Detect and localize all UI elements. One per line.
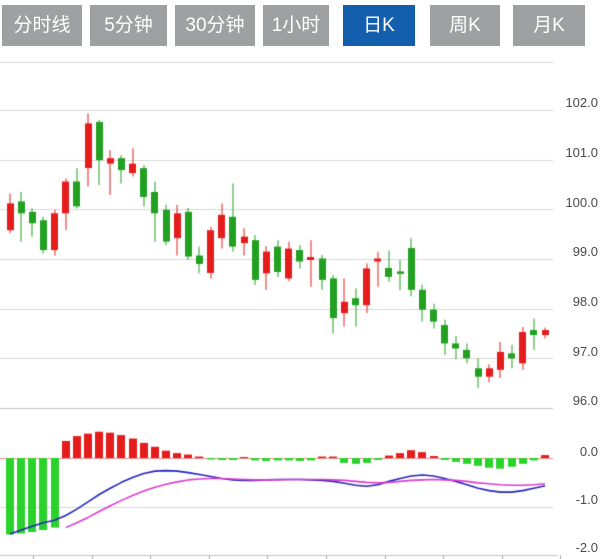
tab-daily-k[interactable]: 日K (343, 5, 415, 46)
macd-axis-label: 0.0 (579, 444, 598, 459)
price-axis-label: 100.0 (565, 195, 598, 210)
price-axis-label: 101.0 (565, 145, 598, 160)
tab-5min[interactable]: 5分钟 (90, 5, 167, 46)
price-axis-label: 98.0 (572, 294, 598, 309)
macd-axis-label: -2.0 (575, 540, 598, 555)
tab-30min[interactable]: 30分钟 (175, 5, 255, 46)
price-axis-label: 99.0 (572, 244, 598, 259)
timeframe-tabs: 分时线 5分钟 30分钟 1小时 日K 周K 月K (0, 0, 604, 50)
tab-weekly-k[interactable]: 周K (430, 5, 500, 46)
tab-time-line[interactable]: 分时线 (2, 5, 82, 46)
price-axis-label: 102.0 (565, 95, 598, 110)
tab-1hour[interactable]: 1小时 (263, 5, 329, 46)
price-axis-label: 96.0 (572, 393, 598, 408)
macd-axis-label: -1.0 (575, 492, 598, 507)
price-axis-label: 97.0 (572, 344, 598, 359)
tab-monthly-k[interactable]: 月K (513, 5, 585, 46)
